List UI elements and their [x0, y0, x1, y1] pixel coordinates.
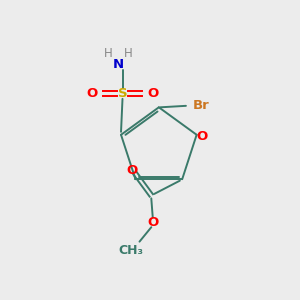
Text: S: S [118, 87, 127, 100]
Text: O: O [148, 87, 159, 100]
Text: O: O [127, 164, 138, 177]
Text: H: H [104, 47, 113, 60]
Text: O: O [196, 130, 208, 143]
Text: O: O [147, 216, 158, 229]
Text: H: H [123, 47, 132, 60]
Text: O: O [86, 87, 97, 100]
Text: N: N [112, 58, 124, 71]
Text: CH₃: CH₃ [118, 244, 143, 257]
Text: Br: Br [193, 99, 209, 112]
